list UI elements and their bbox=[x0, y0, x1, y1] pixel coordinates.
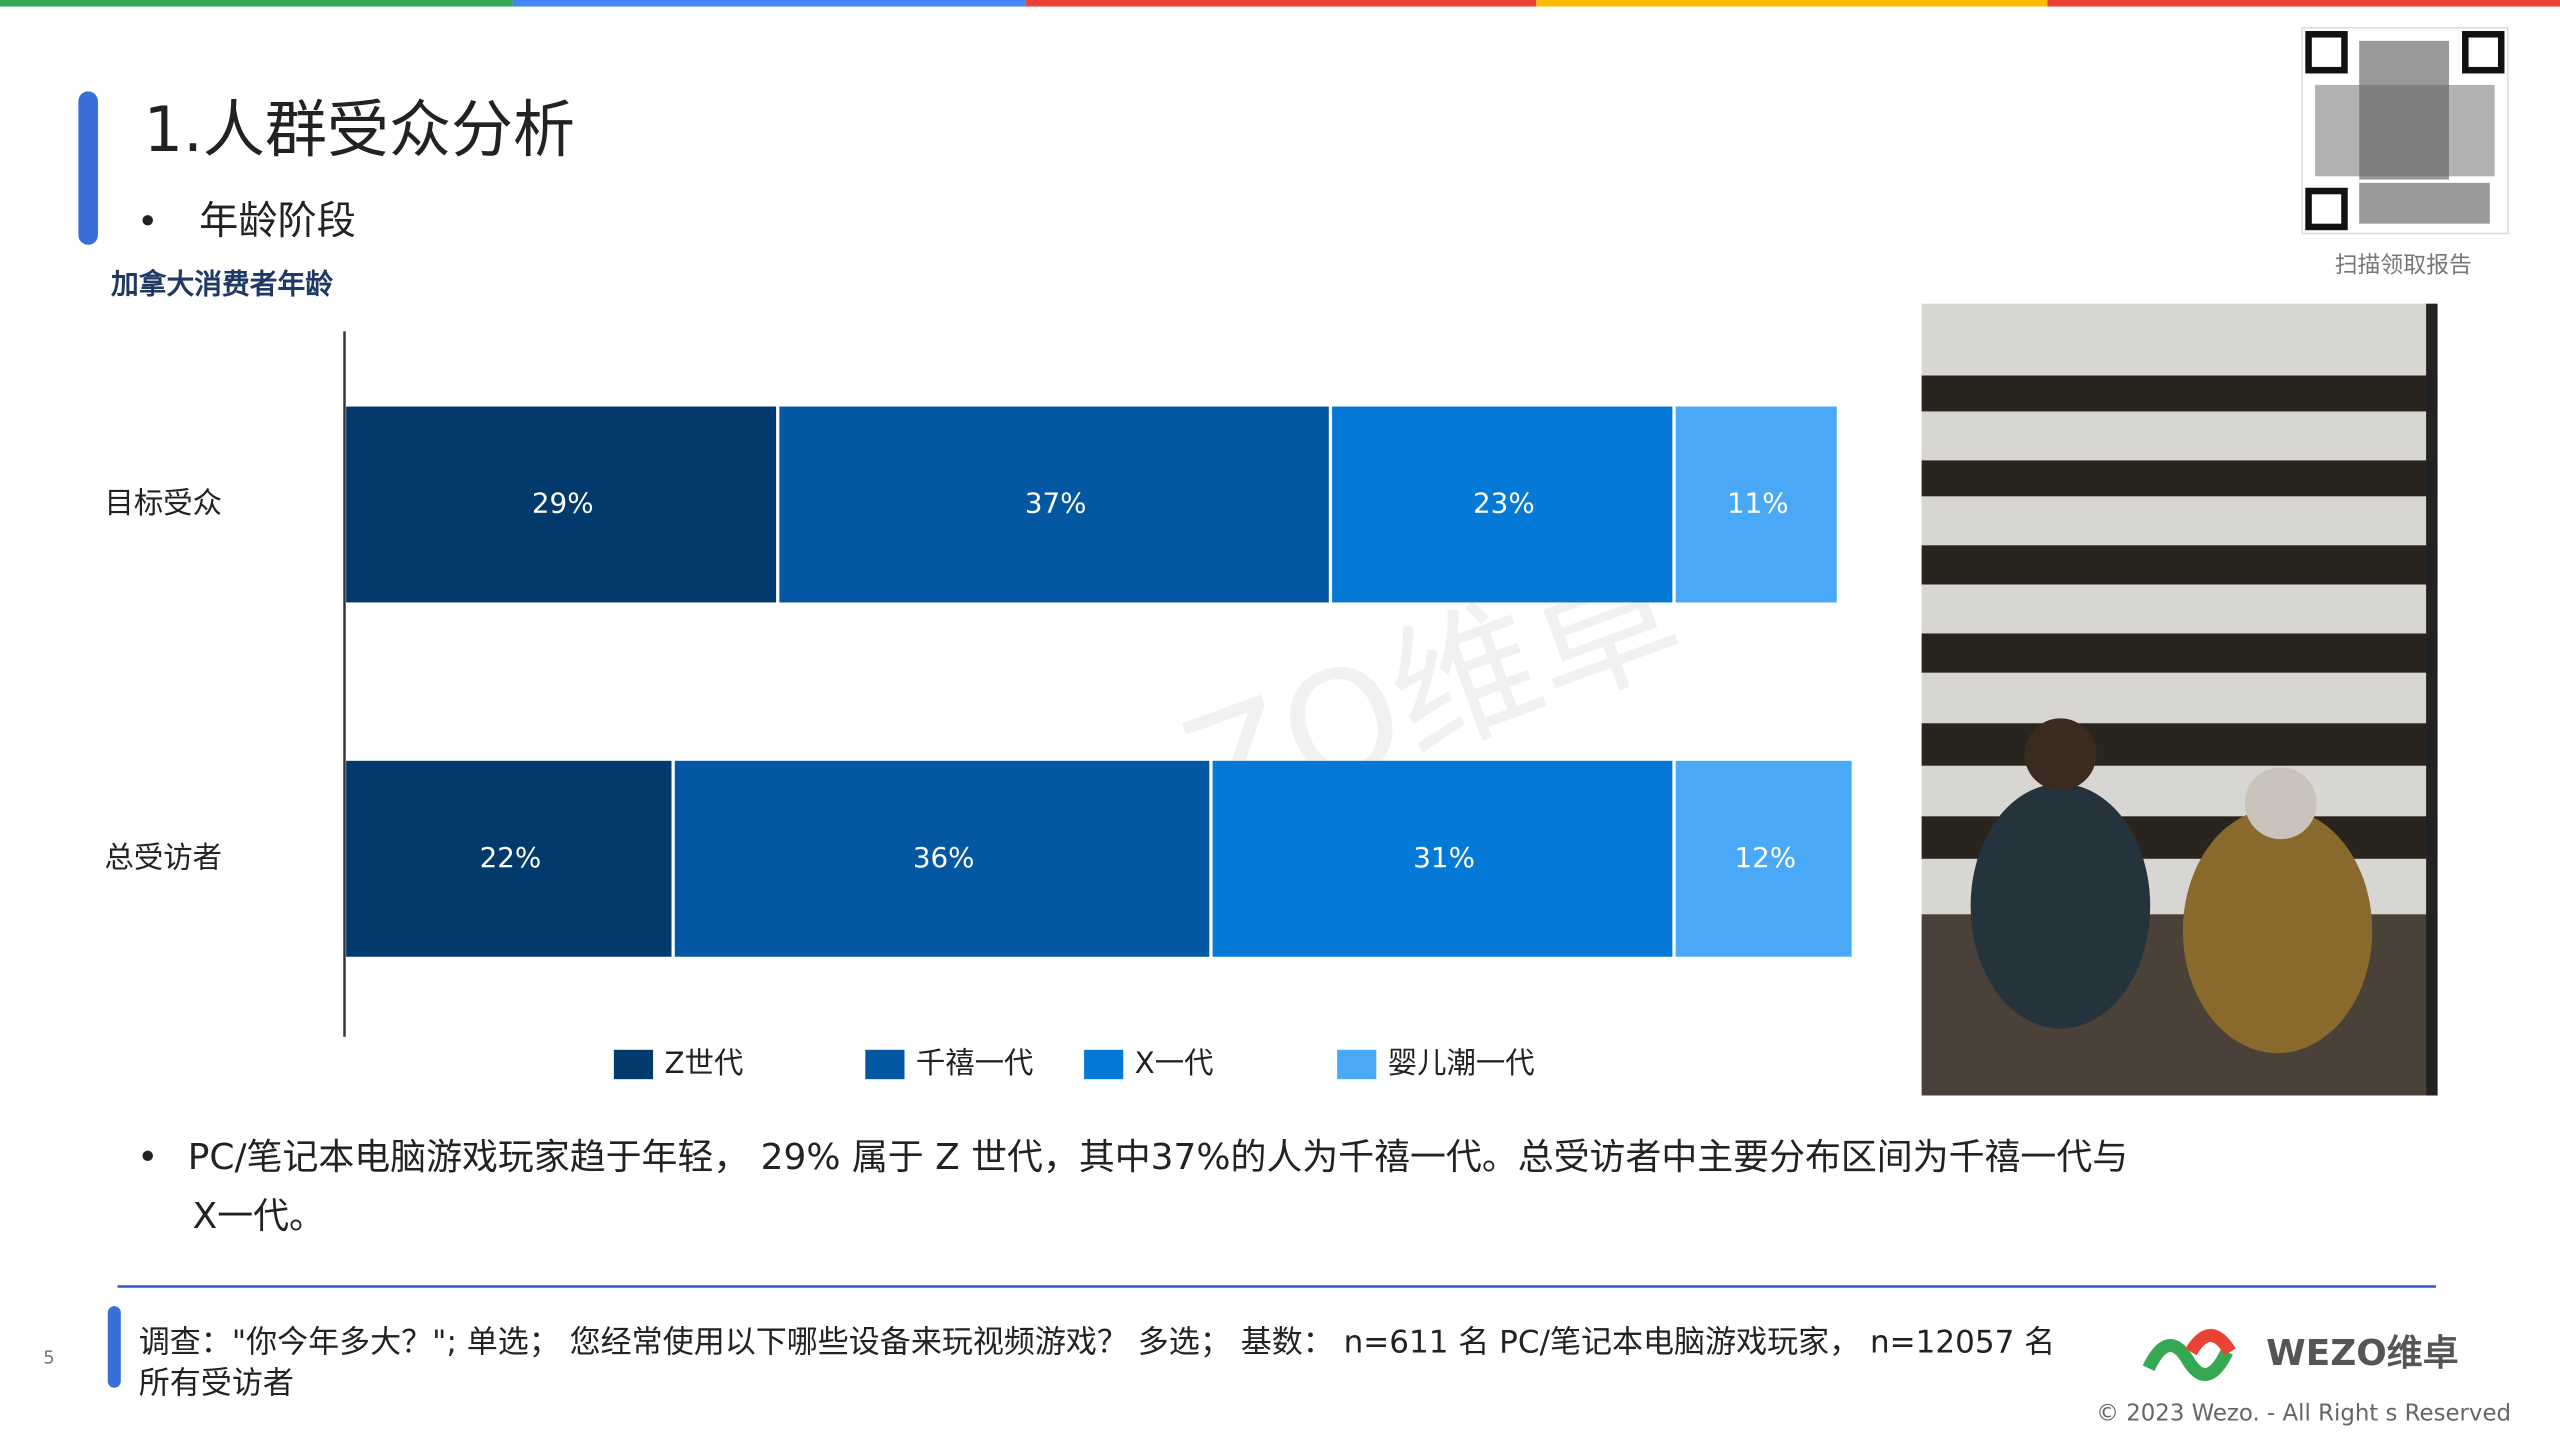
y-tick-label: 目标受众 bbox=[105, 486, 223, 520]
legend-label: 千禧一代 bbox=[916, 1046, 1034, 1080]
top-bar bbox=[1536, 0, 2048, 7]
note-dot: • bbox=[137, 1137, 158, 1178]
bullet-dot: • bbox=[137, 202, 158, 243]
bar-segment bbox=[674, 760, 1210, 957]
top-bar bbox=[1025, 0, 1537, 7]
qr-caption: 扫描领取报告 bbox=[2335, 253, 2472, 279]
legend-label: 婴儿潮一代 bbox=[1388, 1046, 1535, 1080]
bar-segment bbox=[779, 406, 1329, 603]
data-label: 11% bbox=[1727, 486, 1789, 519]
top-bar bbox=[512, 0, 1026, 7]
legend-label: X一代 bbox=[1135, 1046, 1214, 1080]
photo bbox=[1921, 303, 2438, 1096]
title: 1.人群受众分析 bbox=[144, 93, 575, 166]
logo-mark bbox=[2142, 1329, 2236, 1381]
page-number: 5 bbox=[43, 1347, 54, 1368]
bar-segment bbox=[1332, 406, 1673, 603]
legend-swatch bbox=[1337, 1049, 1377, 1080]
footnote-line: 调查："你今年多大？"; 单选； 您经常使用以下哪些设备来玩视频游戏？ 多选； … bbox=[139, 1325, 2055, 1361]
qr-code bbox=[2301, 26, 2509, 235]
data-label: 23% bbox=[1473, 486, 1535, 519]
bar-segment bbox=[1675, 760, 1852, 957]
data-label: 12% bbox=[1734, 841, 1796, 874]
note-line: X一代。 bbox=[193, 1196, 325, 1237]
data-label: 36% bbox=[913, 841, 975, 874]
legend-label: Z世代 bbox=[664, 1046, 743, 1080]
bar-segment bbox=[1212, 760, 1673, 957]
bar-segment bbox=[346, 760, 672, 957]
note-line: PC/笔记本电脑游戏玩家趋于年轻， 29% 属于 Z 世代，其中37%的人为千禧… bbox=[188, 1137, 2128, 1178]
legend-swatch bbox=[865, 1049, 905, 1080]
legend-swatch bbox=[613, 1049, 654, 1080]
copyright: © 2023 Wezo. - All Right s Reserved bbox=[2096, 1400, 2511, 1426]
data-label: 29% bbox=[532, 486, 594, 519]
legend-swatch bbox=[1084, 1049, 1124, 1080]
top-bar bbox=[0, 0, 513, 7]
data-label: 37% bbox=[1025, 486, 1087, 519]
data-label: 31% bbox=[1413, 841, 1475, 874]
bullet: 年龄阶段 bbox=[199, 199, 356, 244]
footnote-accent bbox=[107, 1306, 121, 1388]
top-bar bbox=[2047, 0, 2560, 7]
title-accent bbox=[78, 91, 98, 245]
data-label: 22% bbox=[480, 841, 542, 874]
footnote-line: 所有受访者 bbox=[139, 1365, 294, 1401]
bar-segment bbox=[1675, 406, 1837, 603]
chart-title: 加拿大消费者年龄 bbox=[111, 268, 333, 301]
bar-segment bbox=[346, 406, 777, 603]
logo-text: WEZO维卓 bbox=[2266, 1333, 2459, 1374]
y-tick-label: 总受访者 bbox=[105, 840, 223, 874]
